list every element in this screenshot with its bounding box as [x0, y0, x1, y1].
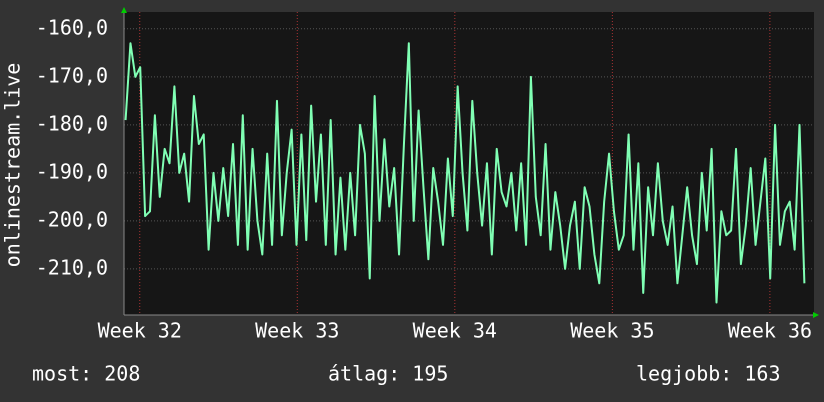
y-tick-label: -190,0: [36, 159, 108, 183]
y-tick-label: -200,0: [36, 207, 108, 231]
x-tick-label: Week 33: [255, 319, 339, 343]
axis-arrow: [813, 312, 819, 318]
y-tick-label: -210,0: [36, 255, 108, 279]
data-line: [124, 42, 806, 304]
axis-arrow: [121, 7, 127, 13]
footer-best: legjobb: 163: [636, 362, 781, 386]
x-tick-label: Week 36: [728, 319, 812, 343]
x-tick-label: Week 34: [413, 319, 497, 343]
y-tick-label: -180,0: [36, 111, 108, 135]
y-tick-label: -160,0: [36, 15, 108, 39]
y-axis-label: onlinestream.live: [1, 63, 25, 268]
x-tick-label: Week 35: [570, 319, 654, 343]
footer-current: most: 208: [32, 362, 140, 386]
footer-average: átlag: 195: [328, 362, 448, 386]
x-tick-label: Week 32: [98, 319, 182, 343]
y-tick-label: -170,0: [36, 63, 108, 87]
